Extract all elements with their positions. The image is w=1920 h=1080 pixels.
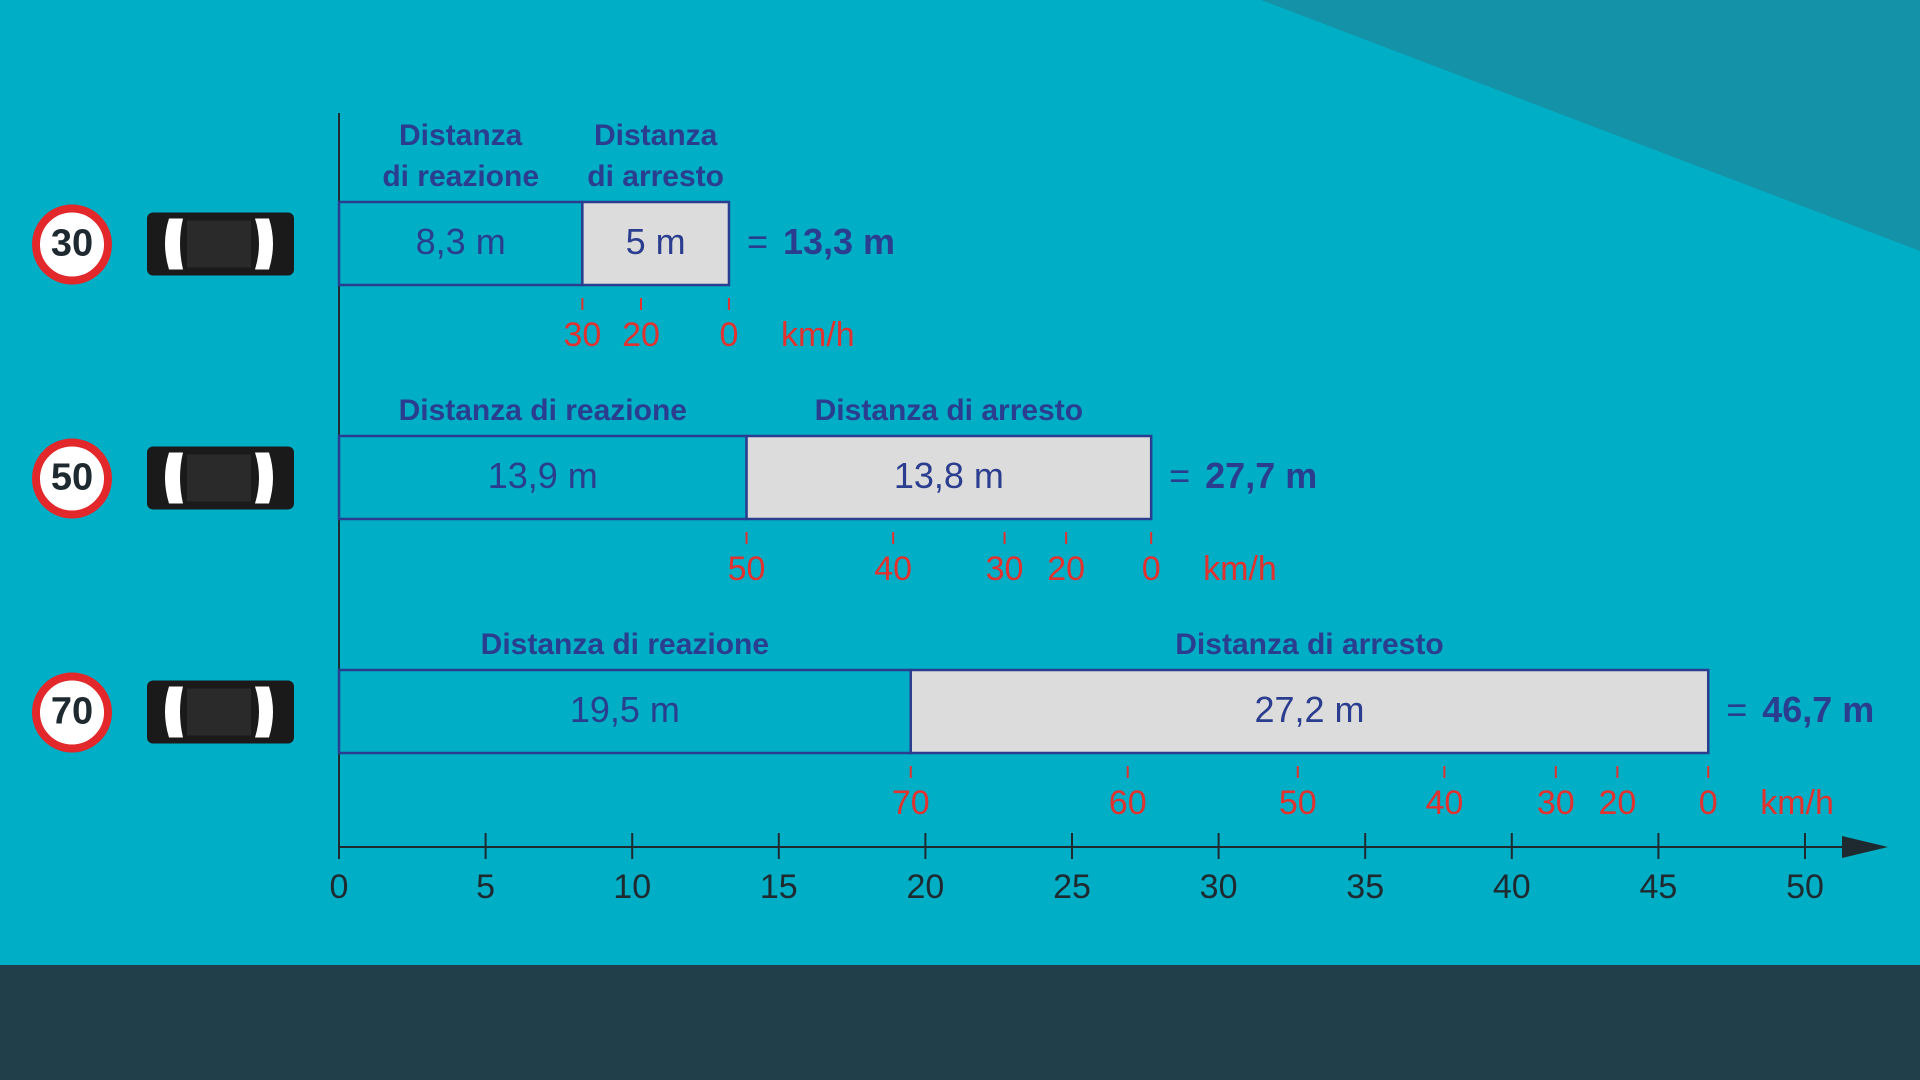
segment-header: Distanza [399, 119, 523, 152]
bar-value-label: 27,2 m [1254, 689, 1364, 730]
x-tick-label: 20 [906, 868, 944, 906]
plot: 0 5 10 15 20 25 30 35 40 45 50 30 8,3 m Distanza di re… [32, 113, 1888, 906]
bar-value-label: 19,5 m [570, 689, 680, 730]
x-tick-label: 40 [1493, 868, 1531, 906]
x-tick-label: 45 [1639, 868, 1677, 906]
total-label: 13,3 m [783, 221, 895, 262]
segment-header: Distanza di reazione [481, 628, 769, 661]
bar-segment [581, 200, 731, 287]
x-tick-label: 10 [613, 868, 651, 906]
segment-header: di arresto [587, 160, 724, 193]
corner-shape [1261, 0, 1920, 251]
speed-label: 50 [728, 550, 766, 588]
x-tick-label: 15 [760, 868, 798, 906]
speed-label: 30 [986, 550, 1024, 588]
speed-label: 0 [1699, 784, 1718, 822]
speed-label: 30 [563, 316, 601, 354]
x-tick-label: 0 [330, 868, 349, 906]
bar-segment [337, 434, 748, 521]
speed-sign [32, 204, 112, 285]
x-tick-label: 50 [1786, 868, 1824, 906]
bar-segment [745, 434, 1153, 521]
car-icon [147, 680, 294, 744]
speed-label: 70 [892, 784, 930, 822]
bar-segment [337, 668, 912, 755]
speed-label: 20 [1598, 784, 1636, 822]
x-tick-label: 35 [1346, 868, 1384, 906]
bar-value-label: 13,9 m [488, 455, 598, 496]
speed-label: 40 [874, 550, 912, 588]
footer-band [0, 965, 1920, 1080]
bar-value-label: 5 m [626, 221, 686, 262]
speed-unit: km/h [1760, 784, 1834, 822]
segment-header: Distanza di reazione [399, 394, 687, 427]
speed-unit: km/h [1203, 550, 1277, 588]
equals-sign: = [1169, 455, 1190, 496]
x-tick-label: 30 [1200, 868, 1238, 906]
bar-segment [909, 668, 1710, 755]
x-tick-label: 25 [1053, 868, 1091, 906]
speed-label: 50 [1279, 784, 1317, 822]
car-icon [147, 446, 294, 510]
speed-unit: km/h [781, 316, 855, 354]
speed-label: 20 [622, 316, 660, 354]
segment-header: di reazione [382, 160, 539, 193]
speed-label: 20 [1047, 550, 1085, 588]
x-tick-label: 5 [476, 868, 495, 906]
speed-label: 30 [1537, 784, 1575, 822]
speed-sign [32, 672, 112, 753]
speed-label: 0 [719, 316, 738, 354]
speed-sign-label: 30 [51, 223, 93, 265]
segment-header: Distanza di arresto [815, 394, 1083, 427]
segment-header: Distanza [594, 119, 718, 152]
bar-segment [337, 200, 584, 287]
equals-sign: = [747, 221, 768, 262]
total-label: 46,7 m [1762, 689, 1874, 730]
speed-sign [32, 438, 112, 519]
speed-label: 60 [1109, 784, 1147, 822]
axis-arrow [1842, 836, 1888, 858]
segment-header: Distanza di arresto [1175, 628, 1443, 661]
speed-label: 0 [1142, 550, 1161, 588]
total-label: 27,7 m [1205, 455, 1317, 496]
bar-value-label: 13,8 m [894, 455, 1004, 496]
bar-value-label: 8,3 m [416, 221, 506, 262]
speed-sign-label: 50 [51, 457, 93, 499]
car-icon [147, 212, 294, 276]
speed-sign-label: 70 [51, 691, 93, 733]
speed-label: 40 [1425, 784, 1463, 822]
equals-sign: = [1726, 689, 1747, 730]
